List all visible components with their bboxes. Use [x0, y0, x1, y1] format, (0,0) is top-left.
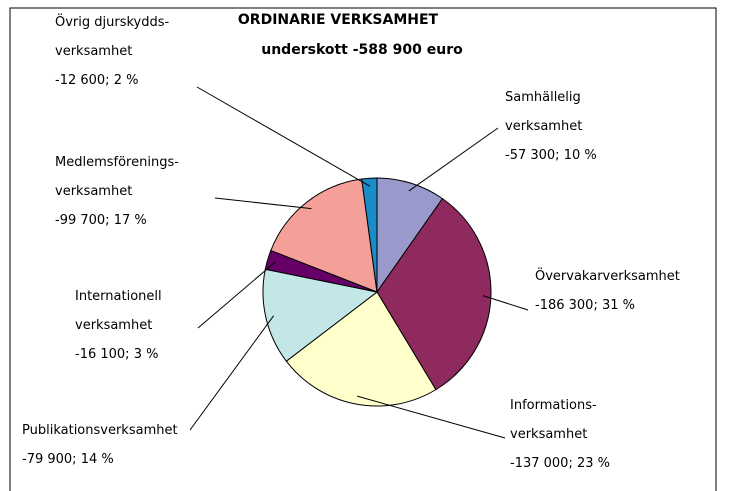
chart-subtitle: underskott -588 900 euro [261, 42, 463, 58]
pie-slice [361, 177, 378, 293]
leader-line [482, 295, 529, 311]
chart-title: ORDINARIE VERKSAMHET [237, 12, 439, 28]
slice-label: Samhällelig verksamhet [505, 90, 583, 134]
leader-line [196, 86, 371, 187]
leader-line [214, 197, 312, 210]
value-label: -186 300; 31 % [535, 298, 635, 313]
pie-slice [285, 291, 437, 407]
pie-slice [262, 268, 379, 362]
value-label: -79 900; 14 % [22, 452, 114, 467]
pie-slice [270, 178, 378, 293]
slice-label: Publikationsverksamhet [22, 423, 178, 438]
value-label: -137 000; 23 % [510, 456, 610, 471]
slice-label: Medlemsförenings- verksamhet [55, 155, 179, 199]
leader-line [189, 315, 275, 431]
leader-line [408, 127, 499, 192]
value-label: -57 300; 10 % [505, 148, 597, 163]
value-label: -99 700; 17 % [55, 213, 147, 228]
slice-label: Övrig djurskydds- verksamhet [55, 15, 170, 59]
value-label: -12 600; 2 % [55, 73, 139, 88]
pie-slice [376, 197, 492, 391]
value-label: -16 100; 3 % [75, 347, 159, 362]
frame [9, 7, 717, 491]
slice-label: Internationell verksamhet [75, 289, 162, 333]
slice-label: Övervakarverksamhet [535, 269, 680, 284]
slice-label: Informations- verksamhet [510, 398, 597, 442]
leader-line [197, 261, 276, 329]
leader-line [357, 395, 506, 439]
